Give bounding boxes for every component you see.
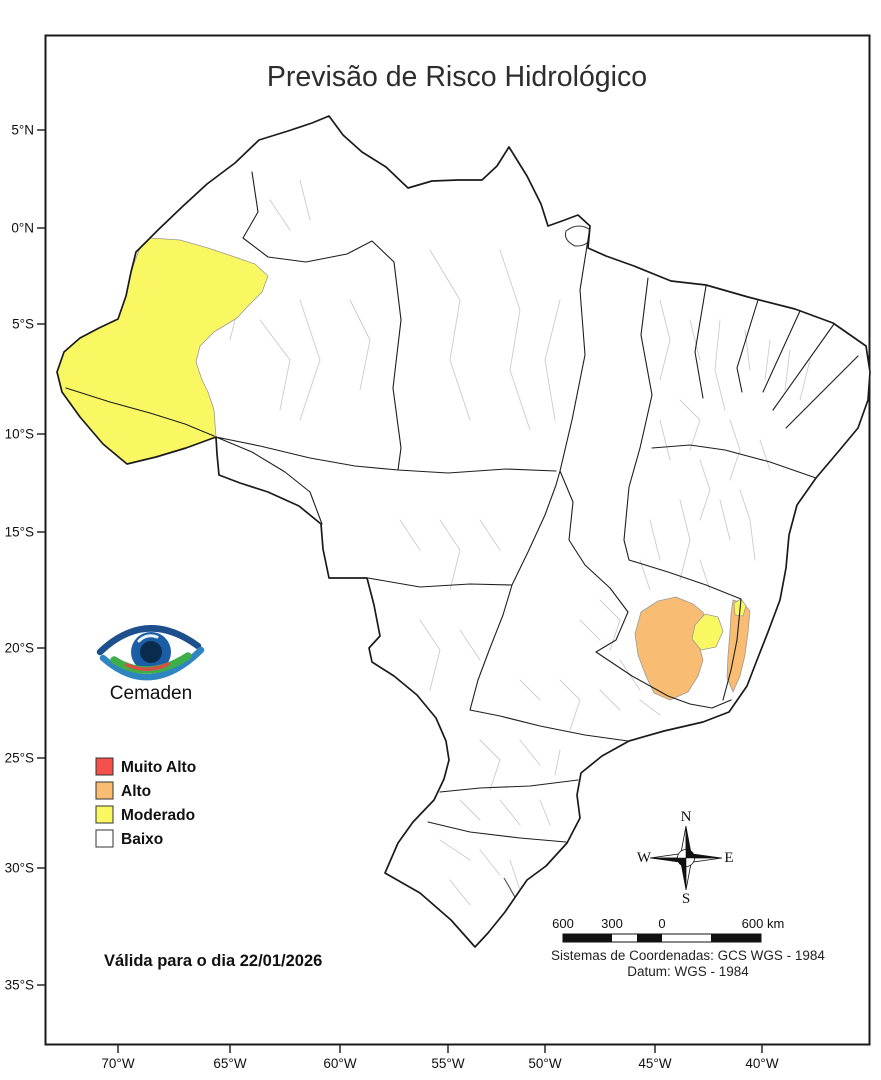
longitude-axis: 70°W 65°W 60°W 55°W 50°W 45°W 40°W bbox=[101, 1045, 779, 1071]
scale-bar-segment bbox=[711, 934, 761, 942]
legend-swatch-moderado bbox=[95, 805, 114, 824]
lat-tick-label: 0°N bbox=[11, 221, 34, 236]
state-boundaries bbox=[65, 171, 859, 843]
lon-tick-label: 45°W bbox=[638, 1056, 671, 1071]
logo-eye-bottom-lid bbox=[99, 646, 205, 681]
legend-label-moderado: Moderado bbox=[121, 807, 195, 824]
logo-highlight bbox=[137, 634, 159, 643]
map-frame bbox=[44, 34, 871, 1046]
risk-region-alto-espirito-santo bbox=[726, 599, 751, 693]
legend-label-muito-alto: Muito Alto bbox=[121, 759, 196, 776]
lat-tick-label: 30°S bbox=[5, 861, 34, 876]
lat-tick-label: 35°S bbox=[5, 978, 34, 993]
legend-swatch-alto bbox=[95, 781, 114, 800]
logo-pupil bbox=[140, 641, 162, 663]
lon-tick-label: 50°W bbox=[528, 1056, 561, 1071]
compass-label-west: W bbox=[637, 850, 652, 866]
map-title: Previsão de Risco Hidrológico bbox=[267, 61, 647, 93]
scale-bar-segment bbox=[563, 934, 612, 942]
lat-tick-label: 20°S bbox=[5, 641, 34, 656]
brazil-map-body bbox=[57, 116, 870, 947]
compass-hub-quadrant bbox=[677, 857, 687, 867]
lat-tick-label: 5°S bbox=[12, 317, 34, 332]
lon-tick-label: 55°W bbox=[431, 1056, 464, 1071]
compass-rose: N E S W bbox=[637, 809, 734, 907]
brazil-landmass bbox=[57, 116, 870, 947]
legend-label-alto: Alto bbox=[121, 783, 151, 800]
logo-red-swoosh bbox=[125, 662, 170, 671]
coordinate-system-note: Sistemas de Coordenadas: GCS WGS - 1984 … bbox=[551, 948, 825, 979]
legend-swatch-muito-alto bbox=[95, 757, 114, 776]
scale-label: 300 bbox=[601, 916, 623, 931]
lat-tick-label: 25°S bbox=[5, 751, 34, 766]
compass-hub-quadrant bbox=[685, 849, 695, 859]
logo-eye-top-lid bbox=[96, 625, 202, 656]
scale-label: 0 bbox=[658, 916, 665, 931]
risk-legend: Muito Alto Alto Moderado Baixo bbox=[95, 757, 196, 848]
lon-tick-label: 40°W bbox=[745, 1056, 778, 1071]
lat-tick-label: 5°N bbox=[11, 123, 34, 138]
coord-system-line2: Datum: WGS - 1984 bbox=[627, 964, 749, 979]
scale-bar-segment bbox=[637, 934, 662, 942]
compass-label-east: E bbox=[724, 850, 733, 866]
scale-label: 600 km bbox=[742, 916, 785, 931]
latitude-axis: 5°N 0°N 5°S 10°S 15°S 20°S 25°S 30°S 35°… bbox=[5, 123, 45, 993]
lon-tick-label: 70°W bbox=[101, 1056, 134, 1071]
lat-tick-label: 10°S bbox=[5, 427, 34, 442]
compass-label-south: S bbox=[682, 891, 690, 907]
compass-label-north: N bbox=[681, 809, 692, 825]
brazil-outline bbox=[56, 115, 871, 948]
risk-region-alto-minas-gerais bbox=[634, 596, 707, 701]
legend-label-baixo: Baixo bbox=[121, 831, 163, 848]
coord-system-line1: Sistemas de Coordenadas: GCS WGS - 1984 bbox=[551, 948, 825, 963]
cemaden-logo: Cemaden bbox=[96, 625, 205, 704]
lat-tick-label: 15°S bbox=[5, 525, 34, 540]
scale-bar: 600 300 0 600 km bbox=[552, 916, 785, 943]
lon-tick-label: 65°W bbox=[213, 1056, 246, 1071]
risk-region-moderado-pocket-minas bbox=[691, 613, 724, 651]
legend-swatch-baixo bbox=[95, 829, 114, 848]
lon-tick-label: 60°W bbox=[323, 1056, 356, 1071]
scale-label: 600 bbox=[552, 916, 574, 931]
logo-wordmark: Cemaden bbox=[110, 683, 192, 704]
validity-note: Válida para o dia 22/01/2026 bbox=[104, 952, 322, 970]
